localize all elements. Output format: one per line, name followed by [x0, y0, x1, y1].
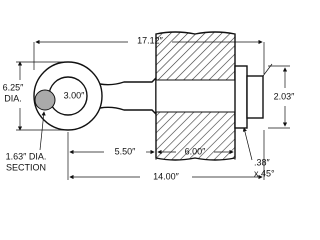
bore — [155, 79, 236, 113]
eye-inner-diameter: 3.00″ — [64, 90, 86, 100]
shank-length: 5.50″ — [115, 146, 137, 156]
end-cap — [246, 75, 264, 119]
section-circle — [34, 89, 56, 111]
section-diameter: 1.63″ DIA. — [6, 151, 47, 161]
drawing: 17.12″ 6.25″ DIA. 3.00″ 2.03″ 1.63″ DIA.… — [3, 31, 296, 181]
eye-diameter: 6.25″ — [3, 82, 25, 92]
shank — [99, 76, 157, 116]
eye-bolt — [33, 31, 273, 161]
flange — [234, 65, 248, 129]
thread-length: 6.00″ — [185, 146, 207, 156]
chamfer-size: .38″ — [254, 157, 271, 167]
dimension-lines — [16, 39, 290, 180]
eye-diameter-unit: DIA. — [4, 93, 22, 103]
section-label: SECTION — [6, 162, 46, 172]
chamfer-angle: x 45° — [254, 168, 275, 178]
overall-length: 17.12″ — [137, 35, 164, 45]
flange-height: 2.03″ — [274, 91, 296, 101]
total-length: 14.00″ — [153, 171, 180, 181]
